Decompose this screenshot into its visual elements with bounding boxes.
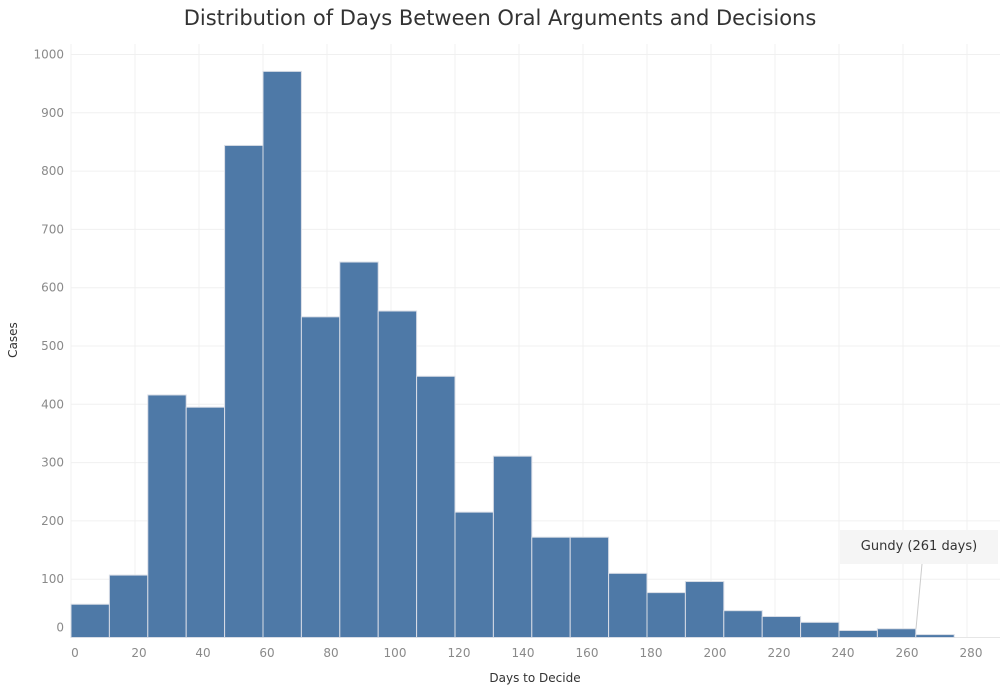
x-tick-label: 140 bbox=[512, 646, 535, 660]
x-tick-label: 240 bbox=[832, 646, 855, 660]
y-tick-label: 200 bbox=[41, 514, 64, 528]
histogram-bar bbox=[492, 455, 533, 639]
x-tick-label: 80 bbox=[323, 646, 338, 660]
histogram-bar bbox=[339, 261, 379, 638]
histogram-bar bbox=[761, 616, 802, 639]
x-tick-label: 20 bbox=[131, 646, 146, 660]
histogram-bar bbox=[300, 316, 341, 638]
histogram-bar bbox=[531, 536, 571, 638]
histogram-bar bbox=[723, 610, 763, 639]
x-tick-label: 0 bbox=[71, 646, 79, 660]
x-tick-label: 60 bbox=[259, 646, 274, 660]
y-tick-label: 1000 bbox=[33, 48, 64, 62]
histogram-bar bbox=[224, 144, 264, 638]
x-tick-label: 160 bbox=[576, 646, 599, 660]
bars bbox=[70, 70, 955, 639]
y-tick-label: 600 bbox=[41, 281, 64, 295]
y-tick-label: 100 bbox=[41, 572, 64, 586]
gridlines bbox=[70, 44, 1000, 638]
histogram-bar bbox=[185, 406, 226, 638]
histogram-bar bbox=[416, 375, 456, 638]
x-tick-label: 220 bbox=[768, 646, 791, 660]
histogram-bar bbox=[377, 310, 418, 638]
histogram-bar bbox=[800, 621, 840, 638]
x-tick-label: 280 bbox=[960, 646, 983, 660]
y-axis-label: Cases bbox=[6, 322, 20, 358]
histogram-bar bbox=[838, 630, 878, 639]
y-tick-label: 900 bbox=[41, 106, 64, 120]
histogram-bar bbox=[454, 511, 494, 639]
x-axis-label: Days to Decide bbox=[489, 671, 580, 685]
y-tick-label: 500 bbox=[41, 339, 64, 353]
histogram-bar bbox=[646, 592, 686, 639]
x-tick-label: 180 bbox=[640, 646, 663, 660]
chart-title: Distribution of Days Between Oral Argume… bbox=[183, 6, 817, 30]
histogram-bar bbox=[915, 634, 955, 639]
histogram-bar bbox=[608, 572, 648, 638]
annotation-leader-line bbox=[915, 563, 923, 629]
histogram-bar bbox=[684, 581, 725, 638]
y-ticks: 0 100 200 300 400 500 600 700 800 900 1000 bbox=[33, 48, 64, 635]
histogram-bar bbox=[70, 603, 110, 638]
y-tick-label: 800 bbox=[41, 164, 64, 178]
histogram-bar bbox=[262, 70, 302, 639]
x-tick-label: 200 bbox=[704, 646, 727, 660]
histogram-bar bbox=[108, 574, 149, 639]
x-tick-label: 40 bbox=[195, 646, 210, 660]
histogram-bar bbox=[876, 628, 917, 639]
histogram-bar bbox=[147, 394, 187, 638]
x-tick-label: 260 bbox=[896, 646, 919, 660]
x-tick-label: 120 bbox=[448, 646, 471, 660]
x-ticks: 0 20 40 60 80 100 120 140 160 180 200 220 240 260 280 bbox=[71, 646, 982, 660]
y-tick-label: 700 bbox=[41, 222, 64, 236]
y-tick-label: 0 bbox=[56, 621, 64, 635]
annotation-gundy: Gundy (261 days) bbox=[840, 530, 998, 564]
y-tick-label: 300 bbox=[41, 456, 64, 470]
y-tick-label: 400 bbox=[41, 397, 64, 411]
x-tick-label: 100 bbox=[384, 646, 407, 660]
histogram-bar bbox=[569, 536, 610, 638]
